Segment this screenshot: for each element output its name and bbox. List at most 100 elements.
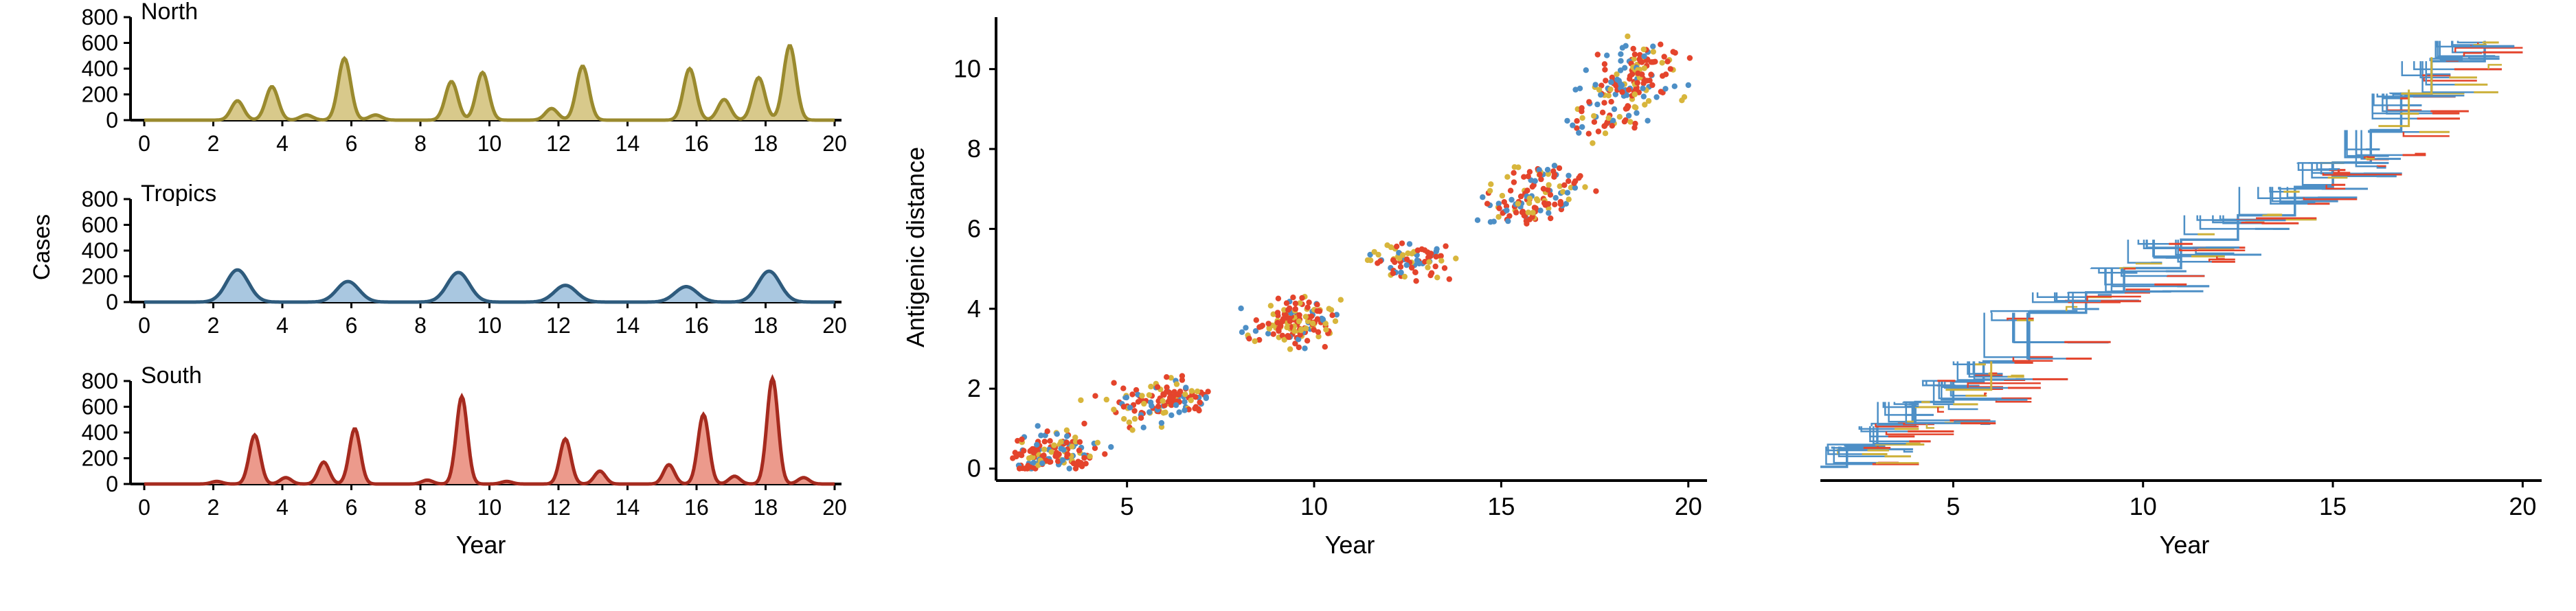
scatter-point <box>1428 270 1435 276</box>
scatter-point <box>1637 51 1643 58</box>
scatter-point <box>1546 210 1552 216</box>
tree-twig <box>2007 317 2034 321</box>
x-tick-label: 6 <box>346 495 358 520</box>
tree-branch <box>2421 61 2498 93</box>
scatter-point <box>1413 278 1419 284</box>
scatter-point <box>1434 246 1440 252</box>
scatter-point <box>1302 325 1309 332</box>
antigenic-x-axis-label: Year <box>1325 531 1375 559</box>
scatter-point <box>1246 336 1252 342</box>
scatter-point <box>1529 183 1535 190</box>
scatter-point <box>1545 187 1551 193</box>
scatter-point <box>1524 220 1530 227</box>
scatter-point <box>1595 128 1602 135</box>
scatter-point <box>1173 402 1179 408</box>
x-tick-label: 8 <box>414 495 427 520</box>
scatter-point <box>1297 332 1304 338</box>
scatter-point <box>1397 264 1404 270</box>
scatter-point <box>1140 424 1146 430</box>
scatter-point <box>1604 52 1610 58</box>
scatter-point <box>1197 399 1203 406</box>
scatter-point <box>1167 394 1173 401</box>
scatter-point <box>1019 436 1025 443</box>
scatter-point <box>1309 313 1315 319</box>
scatter-point <box>1664 58 1671 65</box>
scatter-point <box>1636 56 1642 62</box>
scatter-point <box>1092 445 1098 451</box>
scatter-point <box>1102 451 1108 457</box>
x-tick-label: 20 <box>2509 492 2536 520</box>
scatter-point <box>1571 180 1577 186</box>
scatter-point <box>1256 336 1263 343</box>
scatter-point <box>1139 393 1145 399</box>
scatter-point <box>1658 89 1664 95</box>
scatter-point <box>1193 394 1199 400</box>
scatter-point <box>1621 118 1628 125</box>
scatter-point <box>1602 130 1609 137</box>
y-tick-label: 400 <box>82 238 118 263</box>
scatter-point <box>1205 389 1211 395</box>
x-tick-label: 18 <box>754 495 778 520</box>
scatter-point <box>1304 318 1311 325</box>
scatter-point <box>1529 214 1535 220</box>
scatter-point <box>1515 164 1522 170</box>
y-tick-label: 800 <box>82 187 118 211</box>
tree-twig <box>2415 152 2426 155</box>
scatter-point <box>1484 200 1491 207</box>
x-tick-label: 16 <box>684 131 709 156</box>
scatter-point <box>1129 427 1136 433</box>
scatter-point <box>1028 454 1035 461</box>
scatter-point <box>1408 264 1415 271</box>
tree-branch <box>1968 361 2024 378</box>
scatter-point <box>1059 457 1066 463</box>
scatter-point <box>1582 184 1588 190</box>
scatter-point <box>1536 167 1542 173</box>
cases-axis-label: Cases <box>29 214 55 280</box>
scatter-point <box>1270 331 1276 337</box>
scatter-point <box>1513 209 1519 216</box>
scatter-point <box>1141 400 1147 407</box>
scatter-point <box>1412 269 1419 275</box>
scatter-point <box>1322 344 1329 350</box>
x-tick-label: 16 <box>684 495 709 520</box>
phylogeny-tree-panel: 5 10 15 20 <box>1820 41 2542 520</box>
y-tick-label: 600 <box>82 213 118 238</box>
scatter-point <box>1296 312 1302 319</box>
scatter-point <box>1598 91 1604 98</box>
y-tick-label: 10 <box>953 55 981 83</box>
scatter-point <box>1627 76 1633 82</box>
scatter-point <box>1642 102 1648 108</box>
tree-twig <box>2337 169 2340 172</box>
scatter-point <box>1568 185 1574 191</box>
scatter-point <box>1618 51 1624 58</box>
tree-twig <box>2216 256 2225 260</box>
tree-twig <box>2463 51 2483 56</box>
scatter-point <box>1651 59 1657 65</box>
x-tick-label: 15 <box>1487 492 1515 520</box>
x-tick-label: 2 <box>207 495 220 520</box>
scatter-point <box>1291 328 1298 334</box>
scatter-point <box>1314 316 1321 322</box>
scatter-point <box>1258 323 1265 330</box>
scatter-point <box>1548 215 1554 222</box>
scatter-point <box>1618 58 1624 64</box>
scatter-point <box>1065 451 1071 457</box>
x-tick-label: 5 <box>1120 492 1134 520</box>
scatter-point <box>1158 419 1165 426</box>
y-tick-label: 0 <box>106 472 118 496</box>
scatter-point <box>1579 124 1585 130</box>
scatter-point <box>1069 443 1075 450</box>
scatter-point <box>1594 101 1601 108</box>
scatter-point <box>1290 295 1296 301</box>
scatter-point <box>1667 66 1673 72</box>
scatter-point <box>1041 452 1047 459</box>
incidence-area <box>144 45 835 120</box>
x-tick-label: 20 <box>822 313 847 338</box>
scatter-point <box>1546 182 1552 188</box>
tree-x-axis-label: Year <box>2160 531 2210 559</box>
scatter-point <box>1155 403 1162 410</box>
scatter-point <box>1511 179 1517 185</box>
scatter-point <box>1525 209 1531 216</box>
scatter-point <box>1433 253 1439 260</box>
